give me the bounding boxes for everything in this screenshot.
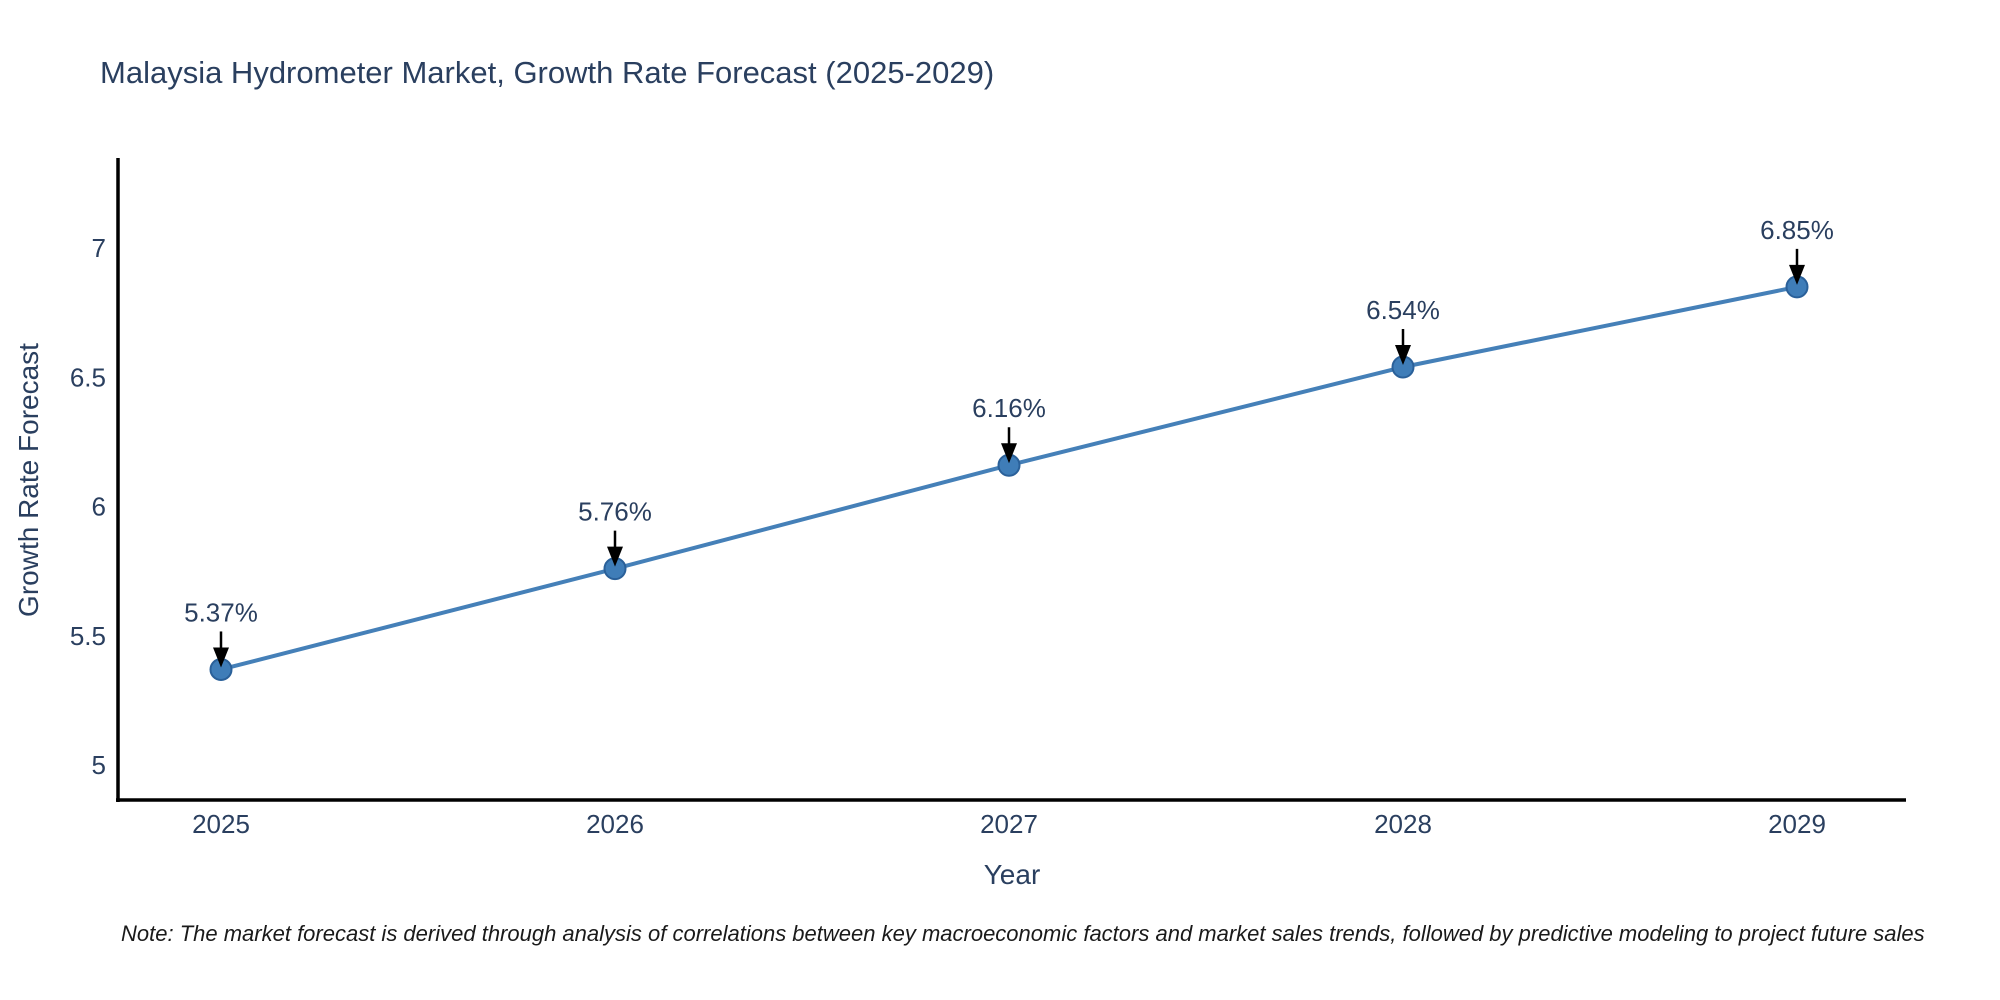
annotation-arrowhead-icon: [213, 647, 229, 668]
annotation-arrowhead-icon: [1789, 264, 1805, 285]
annotation-arrowhead-icon: [1001, 443, 1017, 464]
x-tick-label: 2026: [586, 809, 644, 839]
annotation-arrowhead-icon: [607, 546, 623, 567]
point-value-label: 5.76%: [578, 497, 652, 527]
y-tick-label: 7: [92, 233, 106, 263]
point-value-label: 6.54%: [1366, 295, 1440, 325]
series-growth-rate: [209, 275, 1809, 681]
x-tick-label: 2025: [192, 809, 250, 839]
chart-footnote: Note: The market forecast is derived thr…: [121, 921, 1925, 946]
annotation-arrowhead-icon: [1395, 345, 1411, 366]
point-value-label: 6.16%: [972, 393, 1046, 423]
y-tick-label: 6.5: [70, 362, 106, 392]
y-tick-label: 6: [92, 492, 106, 522]
series-line: [219, 284, 1799, 672]
x-tick-label: 2028: [1374, 809, 1432, 839]
y-tick-label: 5.5: [70, 621, 106, 651]
x-tick-label: 2027: [980, 809, 1038, 839]
y-axis-title: Growth Rate Forecast: [13, 343, 44, 617]
y-tick-label: 5: [92, 750, 106, 780]
point-annotations: 5.37% 5.76% 6.16% 6.54% 6.85%: [184, 215, 1834, 668]
x-axis-ticks: 2025 2026 2027 2028 2029: [192, 809, 1826, 839]
point-value-label: 5.37%: [184, 597, 258, 627]
x-axis-title: Year: [984, 859, 1041, 890]
y-axis-ticks: 5 5.5 6 6.5 7: [70, 233, 106, 780]
chart-title: Malaysia Hydrometer Market, Growth Rate …: [100, 55, 994, 90]
point-value-label: 6.85%: [1760, 215, 1834, 245]
x-tick-label: 2029: [1768, 809, 1826, 839]
